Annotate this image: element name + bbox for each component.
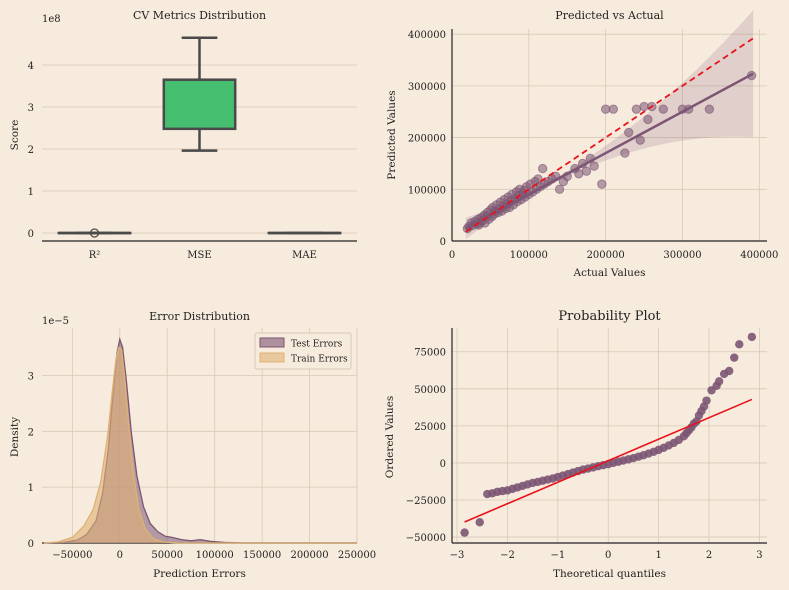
data-point [460,528,469,537]
x-tick-label: 50000 [151,550,183,561]
y-tick-label: 1 [28,187,34,198]
cv-metrics-chart: 0 1 2 3 4 1e8 CV Metrics Distribution Score R² MS… [9,9,357,261]
y-tick-label: −25000 [406,496,446,507]
data-point [475,518,484,527]
data-point [643,114,653,125]
chart-title: Error Distribution [149,310,250,323]
y-tick-label: 0 [28,229,34,240]
x-tick-label: MSE [187,250,211,261]
x-tick-label: 300000 [663,250,701,261]
y-tick-label: 200000 [408,134,446,145]
y-tick-label: 75000 [414,348,446,359]
data-point [600,104,611,114]
box-0 [57,228,132,238]
x-tick-label: −50000 [52,550,92,561]
x-tick-label: 100000 [510,250,548,261]
box-body [162,78,237,131]
data-point [635,135,645,145]
box-1 [162,36,237,152]
x-tick-label: 3 [756,550,762,561]
chart-title: Predicted vs Actual [555,9,664,22]
x-tick-label: 0 [117,550,123,561]
y-tick-label: 50000 [414,385,446,396]
x-axis-label: Theoretical quantiles [553,568,666,580]
data-point [704,104,715,114]
y-tick-label: 300000 [408,82,446,93]
y-axis-label: Ordered Values [384,396,396,478]
data-point [620,148,630,158]
x-axis-label: Actual Values [572,267,645,279]
y-tick-label: 0 [28,539,34,550]
data-point [589,161,599,171]
data-point [608,104,619,114]
legend-swatch [259,352,285,363]
density-line-1 [43,346,357,544]
legend-label: Test Errors [291,340,343,350]
legend-swatch [259,337,285,348]
x-tick-label: 0 [449,250,455,261]
y-axis-label: Score [9,120,21,151]
data-point [554,184,565,194]
x-tick-label: 250000 [338,550,376,561]
legend: Test Errors Train Errors [254,332,352,370]
x-tick-label: −2 [500,550,515,561]
data-point [537,163,548,174]
data-point [714,377,724,386]
data-point [725,366,734,376]
chart-title: Probability Plot [558,309,661,324]
data-point [581,166,592,176]
y-tick-label: 0 [440,459,446,470]
x-tick-label: 200000 [290,550,328,561]
error-distribution-chart: −50000 0 50000 100000 150000 200000 250000 0 1 2 3… [9,310,376,580]
x-tick-label: 0 [605,550,611,561]
x-tick-label: 400000 [740,250,778,261]
y-tick-label: 2 [28,427,34,438]
x-tick-label: 1 [655,550,661,561]
data-point [730,353,739,362]
y-tick-label: −50000 [406,533,446,544]
x-tick-label: 100000 [196,550,234,561]
probability-plot-chart: −3 −2 −1 0 1 2 3 −50000 −25000 0 25000 50000 75000 Pr… [384,309,767,580]
predicted-vs-actual-chart: 0 100000 200000 300000 400000 0 100000 200000 30… [386,9,778,279]
fit-line [464,398,753,523]
y-tick-label: 4 [28,61,34,72]
data-point [597,179,607,189]
regression-line [465,72,754,230]
y-offset-label: 1e−5 [42,316,69,327]
x-tick-label: 150000 [243,550,281,561]
x-tick-label: −3 [450,550,465,561]
chart-title: CV Metrics Distribution [133,9,266,22]
identity-line [465,37,754,233]
y-tick-label: 100000 [408,185,446,196]
data-point [639,101,649,112]
data-point [574,169,584,179]
data-point [702,396,711,405]
x-tick-label: −1 [550,550,565,561]
legend-label: Train Errors [291,355,348,365]
x-tick-label: 2 [706,550,712,561]
x-tick-label: 200000 [587,250,625,261]
y-tick-label: 3 [28,103,34,114]
outlier-point [89,228,100,238]
y-tick-label: 2 [28,145,34,156]
data-point [747,332,757,342]
x-tick-label: R² [89,250,101,261]
y-tick-label: 3 [28,371,34,382]
data-point [631,104,642,114]
y-tick-label: 25000 [414,422,446,433]
data-point [624,127,634,138]
y-offset-label: 1e8 [42,14,61,25]
y-axis-label: Density [9,417,21,457]
data-point [658,104,668,114]
data-point [735,340,744,349]
y-tick-label: 1 [28,483,34,494]
x-tick-label: MAE [292,250,317,261]
density-area-1 [43,347,358,543]
y-axis-label: Predicted Values [386,90,398,179]
y-tick-label: 0 [440,237,446,248]
y-tick-label: 400000 [408,30,446,41]
x-axis-label: Prediction Errors [153,568,246,580]
